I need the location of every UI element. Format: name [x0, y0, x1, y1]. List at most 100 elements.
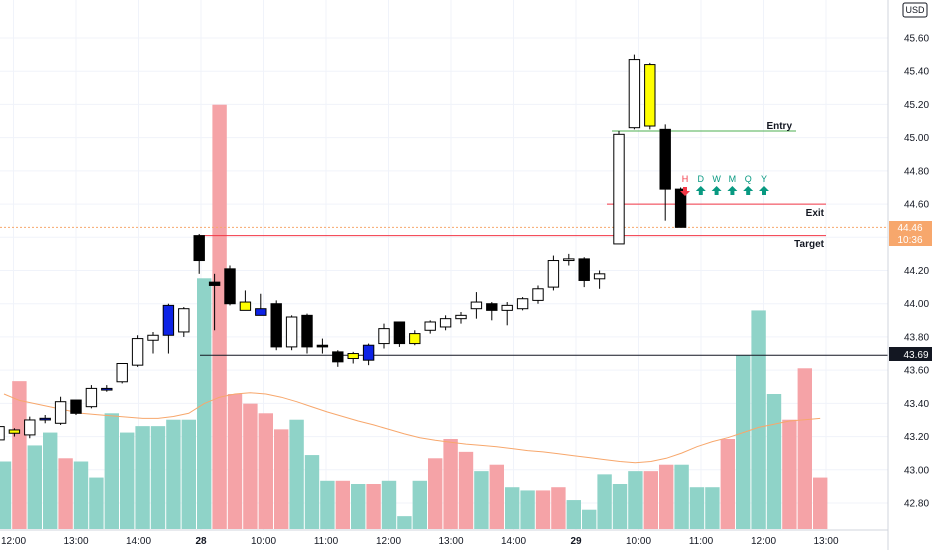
volume-bar: [428, 458, 443, 529]
arrow-down-icon: [680, 187, 690, 196]
volume-bar: [243, 403, 258, 529]
volume-bar: [566, 500, 581, 529]
candle-body: [439, 318, 452, 328]
timeframe-label: W: [712, 174, 721, 184]
volume-bar: [751, 310, 766, 529]
time-tick-label: 11:00: [689, 536, 714, 547]
candle-body: [563, 258, 575, 262]
candle: [0, 426, 5, 441]
candle-body: [516, 298, 529, 310]
candle: [347, 351, 359, 364]
currency-badge[interactable]: USD: [902, 2, 928, 18]
time-tick-label: 14:00: [501, 536, 526, 547]
candle: [547, 255, 560, 291]
volume-bar: [0, 461, 12, 529]
candle: [224, 265, 236, 306]
volume-bar: [212, 104, 227, 529]
time-tick-label: 10:00: [626, 536, 651, 547]
time-tick-label: 13:00: [63, 536, 88, 547]
volume-bar: [674, 464, 689, 529]
candle-body: [255, 308, 267, 316]
candle: [486, 302, 498, 321]
price-tick-label: 45.40: [904, 67, 929, 78]
candle: [378, 323, 390, 349]
candle: [147, 331, 159, 354]
candle-body: [270, 303, 282, 348]
volume-bar: [520, 490, 535, 529]
volume-bars: [0, 104, 828, 529]
candle: [593, 270, 606, 289]
volume-bar: [73, 461, 89, 529]
candle-body: [674, 188, 687, 228]
candle-body: [85, 387, 98, 408]
candle: [178, 307, 190, 337]
candle-body: [39, 417, 51, 421]
candle: [578, 257, 590, 288]
timeframe-label: M: [729, 174, 737, 184]
volume-bar: [689, 487, 705, 529]
candle: [162, 303, 175, 354]
volume-bar: [705, 487, 720, 529]
candle-body: [193, 235, 205, 262]
time-tick-label: 13:00: [813, 536, 838, 547]
candle-body: [0, 426, 5, 441]
candle-body: [347, 353, 359, 360]
price-tick-label: 44.80: [904, 166, 929, 177]
volume-bar: [489, 464, 504, 529]
bar-countdown: 10:36: [897, 235, 922, 246]
price-tick-label: 45.00: [904, 133, 929, 144]
candle: [393, 321, 406, 347]
volume-bar: [797, 368, 812, 529]
volume-bar: [551, 487, 566, 529]
candle-body: [116, 363, 128, 383]
candle: [193, 233, 205, 274]
volume-bar: [351, 484, 366, 529]
volume-bar: [104, 413, 119, 529]
time-tick-label: 11:00: [314, 536, 339, 547]
volume-bar: [412, 480, 427, 529]
candle: [39, 414, 51, 424]
volume-bar: [582, 509, 597, 529]
price-tick-label: 44.20: [904, 266, 929, 277]
volume-bar: [274, 429, 289, 529]
candle-body: [393, 321, 406, 345]
candle: [208, 273, 221, 331]
candle: [628, 54, 641, 130]
candle-body: [547, 260, 560, 288]
candle-body: [8, 429, 21, 434]
candle-body: [424, 321, 436, 331]
volume-bar: [366, 484, 381, 529]
volume-bar: [43, 432, 58, 529]
candle-body: [239, 301, 252, 311]
volume-bar: [166, 419, 181, 529]
time-tick-label: 12:00: [751, 536, 776, 547]
price-tick-label: 43.80: [904, 332, 929, 343]
volume-bar: [120, 432, 135, 529]
price-tick-label: 44.00: [904, 299, 929, 310]
candle-body: [147, 334, 159, 341]
volume-bar: [27, 445, 42, 529]
arrow-up-icon: [759, 186, 769, 195]
candle: [455, 312, 467, 324]
candle: [255, 293, 267, 316]
timeframe-label: Y: [761, 174, 767, 184]
candle-body: [362, 344, 375, 361]
volume-bar: [535, 490, 551, 529]
price-tick-label: 43.00: [904, 465, 929, 476]
volume-bar: [150, 426, 166, 529]
price-tick-label: 42.80: [904, 499, 929, 510]
time-axis[interactable]: 12:00 13:00 14:00 28 10:00 11:00 12:00 13:00 14:…: [1, 536, 839, 547]
candle-body: [131, 338, 144, 366]
candle: [301, 313, 313, 354]
volume-bar: [397, 516, 412, 529]
candle-body: [613, 133, 625, 245]
candle: [532, 285, 544, 304]
volume-bar: [381, 480, 397, 529]
candle: [85, 385, 98, 409]
volume-bar: [813, 477, 828, 529]
arrow-up-icon: [727, 186, 738, 195]
candle-body: [578, 258, 590, 281]
price-axis[interactable]: 45.6045.4045.2045.0044.8044.6044.4044.20…: [904, 34, 929, 510]
